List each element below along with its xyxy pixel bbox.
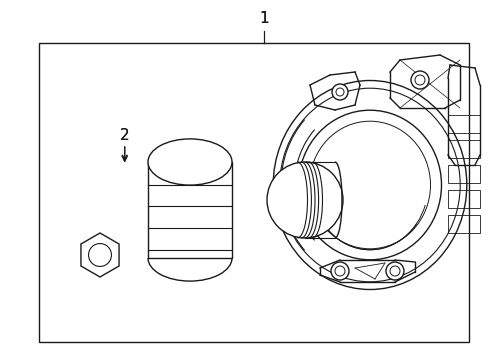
Ellipse shape — [298, 110, 441, 260]
Text: 1: 1 — [259, 10, 268, 26]
Text: 2: 2 — [120, 127, 129, 143]
Bar — [39, 43, 468, 342]
Ellipse shape — [148, 139, 231, 185]
Ellipse shape — [273, 81, 466, 289]
Bar — [447, 215, 479, 233]
Circle shape — [385, 262, 403, 280]
Bar — [447, 165, 479, 183]
Bar — [447, 115, 479, 133]
Bar — [148, 162, 231, 258]
Circle shape — [331, 84, 347, 100]
Text: 1: 1 — [259, 10, 268, 26]
Circle shape — [410, 71, 428, 89]
Polygon shape — [81, 233, 119, 277]
Bar — [447, 140, 479, 158]
Circle shape — [266, 162, 342, 238]
Bar — [447, 190, 479, 208]
Circle shape — [330, 262, 348, 280]
Text: 2: 2 — [120, 127, 129, 143]
